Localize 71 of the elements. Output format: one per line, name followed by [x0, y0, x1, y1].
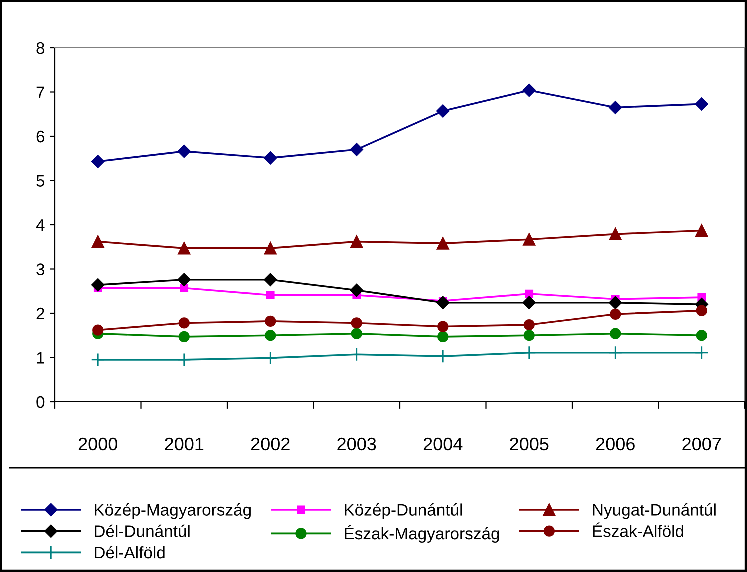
point	[436, 237, 450, 250]
point	[350, 143, 364, 156]
x-tick-label: 2002	[251, 438, 290, 451]
x-tick-label: 2004	[424, 438, 463, 451]
point	[178, 144, 191, 158]
x-tick-label: 2005	[510, 438, 549, 451]
point	[610, 308, 622, 320]
point	[266, 291, 275, 300]
point	[92, 236, 104, 248]
x-tick-label: 2000	[78, 438, 118, 451]
point	[92, 155, 105, 168]
point	[696, 330, 708, 342]
point	[522, 296, 536, 310]
point	[178, 318, 190, 329]
point	[178, 242, 191, 255]
point	[696, 224, 708, 238]
point	[436, 104, 450, 118]
legend-label: Dél-Dunántúl	[95, 524, 190, 538]
y-tick-label: 5	[36, 175, 45, 187]
point	[264, 152, 278, 165]
point	[438, 321, 449, 332]
legend-label: Észak-Magyarország	[345, 525, 500, 544]
point	[524, 319, 535, 331]
point	[695, 98, 708, 111]
point	[91, 353, 106, 367]
y-tick-label: 8	[36, 42, 45, 54]
y-tick-label: 4	[36, 220, 45, 232]
legend-label: Közép-Dunántúl	[345, 504, 462, 520]
point	[180, 284, 189, 292]
point	[92, 278, 105, 292]
point	[178, 331, 190, 343]
y-tick-label: 0	[36, 396, 45, 408]
point	[696, 305, 708, 316]
point	[350, 284, 364, 298]
legend-label: Dél-Alföld	[95, 546, 165, 559]
point	[178, 273, 191, 286]
point	[522, 84, 536, 98]
point	[694, 346, 709, 360]
point	[92, 324, 104, 336]
y-tick-label: 1	[37, 352, 44, 364]
point	[265, 330, 276, 342]
legend-label: Közép-Magyarország	[95, 504, 251, 520]
point	[524, 330, 535, 342]
point	[525, 290, 534, 298]
x-tick-label: 2007	[682, 438, 722, 451]
y-tick-label: 6	[36, 130, 45, 143]
point	[436, 296, 450, 310]
point	[523, 233, 536, 246]
y-tick-label: 7	[36, 86, 44, 98]
point	[265, 316, 276, 328]
x-tick-label: 2006	[596, 438, 635, 451]
point	[436, 349, 450, 364]
point	[177, 353, 192, 367]
point	[264, 242, 277, 255]
legend-label: Észak-Alföld	[593, 522, 684, 538]
point	[351, 328, 362, 340]
point	[350, 236, 364, 248]
point	[264, 273, 278, 286]
point	[609, 101, 622, 114]
point	[610, 328, 622, 340]
y-tick-label: 2	[36, 308, 44, 320]
point	[608, 346, 623, 360]
y-tick-label: 3	[36, 264, 45, 276]
legend-label: Nyugat-Dunántúl	[593, 504, 716, 520]
point	[351, 318, 362, 329]
x-tick-label: 2001	[165, 438, 204, 451]
point	[609, 296, 622, 310]
x-tick-label: 2003	[338, 438, 376, 451]
point	[522, 346, 536, 360]
point	[609, 228, 622, 241]
point	[438, 331, 449, 343]
